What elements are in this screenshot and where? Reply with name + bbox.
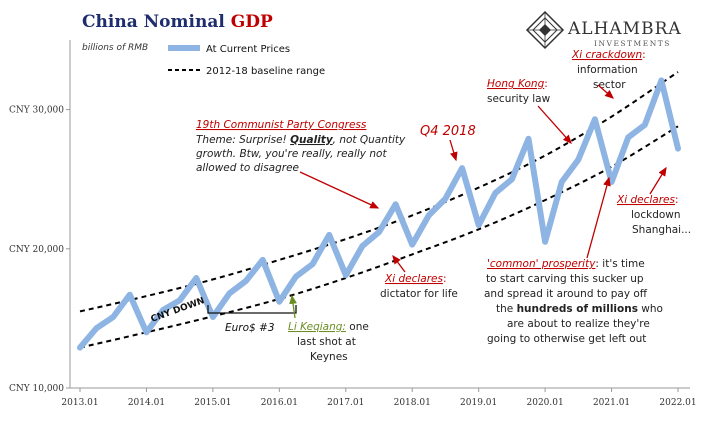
- gdp-series-points: [79, 80, 679, 348]
- ann-common-l4: the hundreds of millions who: [496, 303, 663, 315]
- legend-label-band: 2012-18 baseline range: [206, 66, 325, 77]
- x-tick-label: 2017.01: [327, 398, 364, 408]
- units-label: billions of RMB: [82, 43, 148, 53]
- ann-party-congress-arrow: [299, 171, 380, 209]
- legend: At Current Prices 2012-18 baseline range: [168, 44, 325, 77]
- y-ticks: CNY 10,000 CNY 20,000 CNY 30,000: [9, 106, 70, 394]
- ann-q4-arrow: [449, 139, 458, 162]
- ann-common-l6: going to otherwise get left out: [487, 333, 646, 345]
- ann-euro3-bracket: [207, 305, 297, 314]
- ann-common-l3: and spread it around to pay off: [484, 288, 648, 300]
- ann-xi-crackdown-body2: sector: [593, 79, 626, 91]
- ann-common-l2: to start carving this sucker up: [486, 273, 644, 285]
- ann-hong-kong-arrow: [537, 105, 572, 144]
- x-tick-label: 2021.01: [593, 398, 630, 408]
- chart-title-part1: China Nominal: [82, 12, 231, 32]
- ann-xi-declares-lockdown-arrow: [649, 166, 667, 195]
- ann-xi-crackdown-title: Xi crackdown:: [571, 49, 646, 61]
- ann-xi-crackdown-arrow: [597, 84, 614, 99]
- x-tick-label: 2018.01: [394, 398, 431, 408]
- x-tick-label: 2015.01: [194, 398, 231, 408]
- legend-label-series: At Current Prices: [206, 44, 290, 55]
- ann-common-l5: are about to realize they're: [507, 318, 650, 330]
- ann-hong-kong-body: security law: [487, 93, 551, 105]
- ann-xi-declares-lockdown-body2: Shanghai...: [632, 224, 691, 236]
- alhambra-logo: ALHAMBRA INVESTMENTS: [525, 10, 682, 50]
- ann-party-congress-l3: allowed to disagree: [196, 162, 299, 174]
- x-tick-label: 2022.01: [659, 398, 696, 408]
- ann-xi-declares-lockdown-body1: lockdown: [631, 209, 681, 221]
- x-tick-label: 2013.01: [61, 398, 98, 408]
- baseline-lower-line: [79, 125, 679, 349]
- ann-xi-declares-dictator-title: Xi declares:: [384, 273, 447, 285]
- x-tick-label: 2020.01: [527, 398, 564, 408]
- ann-euro3: Euro$ #3: [225, 322, 275, 334]
- ann-hong-kong-title: Hong Kong:: [487, 78, 548, 90]
- x-ticks: 2013.01 2014.01 2015.01 2016.01 2017.01 2018.…: [61, 388, 697, 408]
- ann-party-congress-l2: growth. Btw, you're really, really not: [196, 148, 387, 160]
- ann-common-arrow: [586, 176, 611, 259]
- logo-sub: INVESTMENTS: [594, 39, 671, 48]
- ann-xi-crackdown-body1: information: [577, 64, 638, 76]
- ann-xi-declares-dictator-body: dictator for life: [380, 288, 458, 300]
- y-tick-label: CNY 30,000: [9, 106, 64, 116]
- ann-xi-declares-lockdown-title: Xi declares:: [616, 194, 679, 206]
- y-tick-label: CNY 20,000: [9, 245, 64, 255]
- chart-title: China Nominal GDP: [82, 12, 273, 32]
- y-tick-label: CNY 10,000: [9, 384, 64, 394]
- ann-party-congress-title: 19th Communist Party Congress: [196, 119, 367, 131]
- ann-common-l1: 'common' prosperity: it's time: [487, 258, 645, 270]
- ann-li-l2: last shot at: [297, 336, 356, 348]
- logo-name: ALHAMBRA: [567, 19, 682, 39]
- ann-q4-2018: Q4 2018: [420, 124, 476, 139]
- chart-title-part2: GDP: [231, 12, 273, 32]
- ann-li-l1: Li Keqiang: one: [288, 321, 369, 333]
- x-tick-label: 2016.01: [261, 398, 298, 408]
- ann-li-arrow: [289, 294, 297, 319]
- logo-diamond-icon: [525, 10, 565, 50]
- x-tick-label: 2019.01: [460, 398, 497, 408]
- x-tick-label: 2014.01: [128, 398, 165, 408]
- ann-li-l3: Keynes: [310, 351, 348, 363]
- ann-party-congress-l1: Theme: Surprise! Quality, not Quantity: [196, 134, 406, 146]
- ann-xi-declares-dictator-arrow: [392, 254, 406, 273]
